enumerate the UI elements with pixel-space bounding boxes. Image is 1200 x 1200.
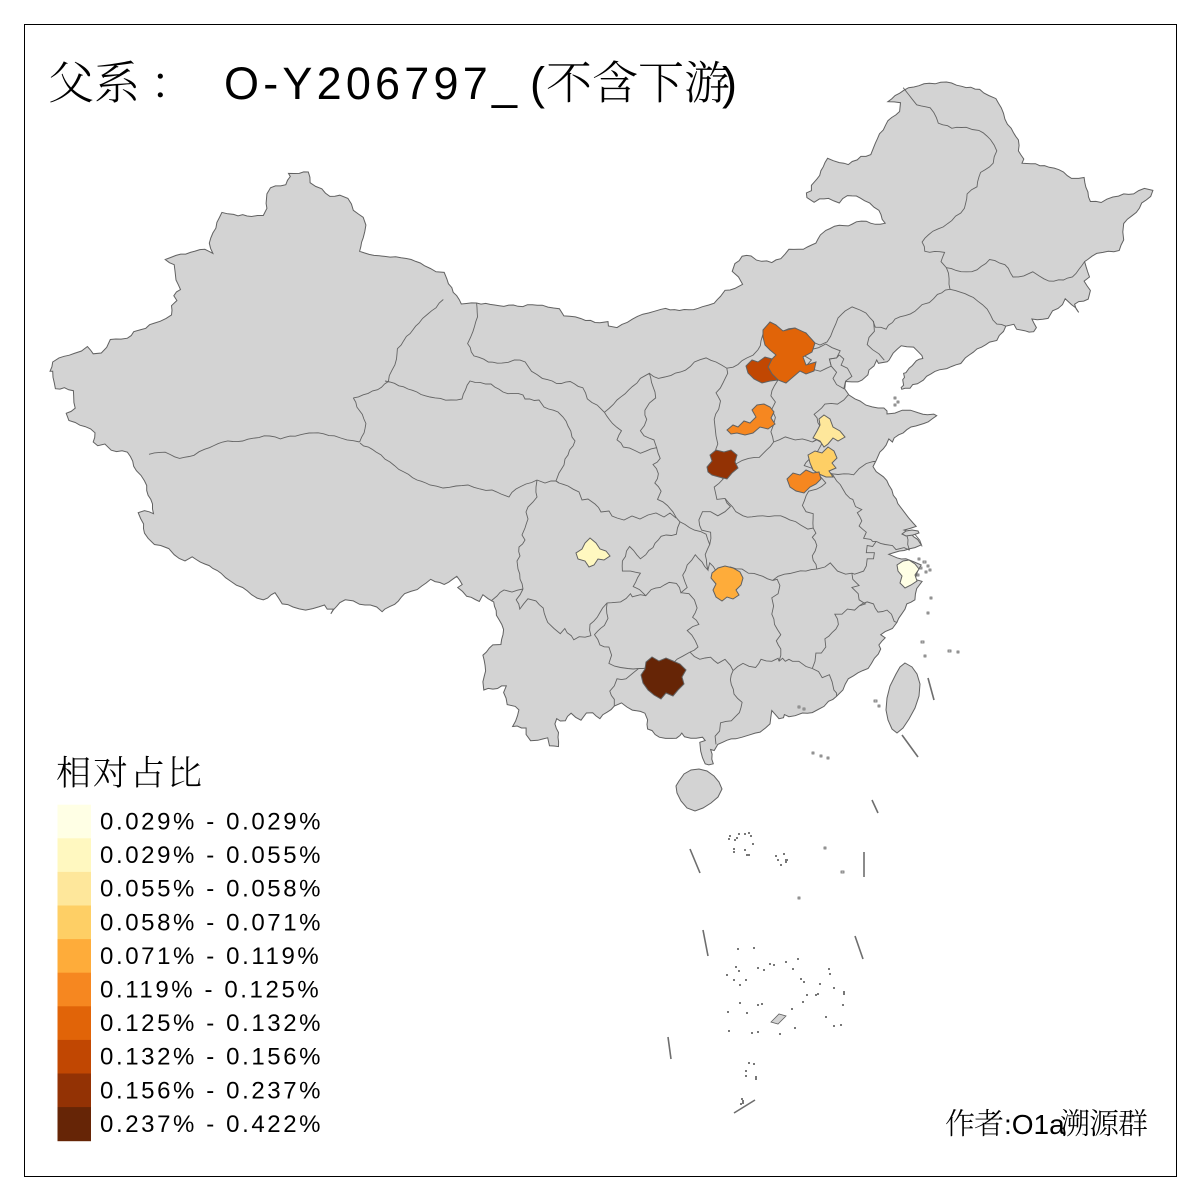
svg-text:0.125% - 0.132%: 0.125% - 0.132% <box>100 1010 323 1037</box>
svg-text:0.119% - 0.125%: 0.119% - 0.125% <box>100 977 321 1004</box>
svg-text:O-Y206797_: O-Y206797_ <box>224 58 521 109</box>
svg-text:0.058% - 0.071%: 0.058% - 0.071% <box>100 909 323 936</box>
svg-text:(: ( <box>530 58 545 109</box>
svg-text:0.237% - 0.422%: 0.237% - 0.422% <box>100 1111 323 1138</box>
svg-text:0.055% - 0.058%: 0.055% - 0.058% <box>100 876 323 903</box>
svg-text:0.132% - 0.156%: 0.132% - 0.156% <box>100 1044 323 1071</box>
svg-text::O1a: :O1a <box>1004 1109 1065 1140</box>
svg-text:0.071% - 0.119%: 0.071% - 0.119% <box>100 943 321 970</box>
svg-text:0.156% - 0.237%: 0.156% - 0.237% <box>100 1077 323 1104</box>
svg-text:0.029% - 0.029%: 0.029% - 0.029% <box>100 809 323 836</box>
svg-text:): ) <box>722 58 737 109</box>
svg-text:0.029% - 0.055%: 0.029% - 0.055% <box>100 842 323 869</box>
